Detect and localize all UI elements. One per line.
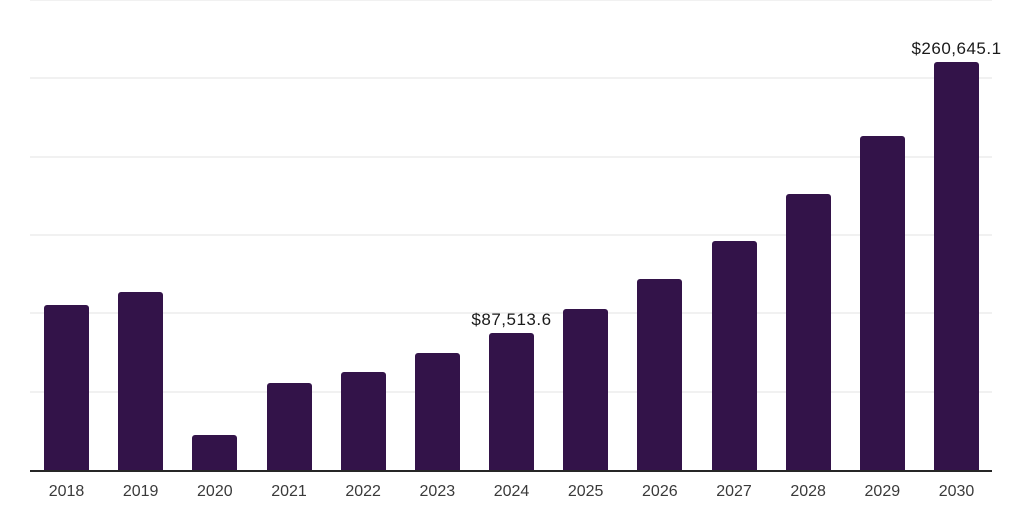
bar-2028 (785, 193, 831, 470)
value-label-2024: $87,513.6 (471, 309, 552, 329)
x-tick-label-2020: 2020 (197, 483, 233, 500)
bar-2025 (563, 308, 609, 470)
bar-2023 (414, 352, 460, 470)
gridline-150000 (30, 234, 992, 236)
bar-2027 (711, 240, 757, 470)
x-tick-label-2021: 2021 (271, 483, 307, 500)
bar-2018 (44, 304, 89, 470)
plot-area (30, 0, 992, 470)
x-tick-label-2026: 2026 (642, 483, 678, 500)
bar-2029 (859, 135, 905, 470)
x-tick-label-2022: 2022 (345, 483, 381, 500)
gridline-250000 (30, 77, 992, 80)
gridline-300000 (30, 0, 992, 1)
x-tick-label-2025: 2025 (567, 483, 604, 500)
x-tick-label-2028: 2028 (790, 483, 826, 500)
x-axis-line (30, 470, 992, 472)
gridline-100000 (30, 312, 992, 315)
x-tick-label-2029: 2029 (864, 483, 901, 500)
bar-2026 (637, 278, 683, 470)
value-label-2030: $260,645.1 (911, 38, 1002, 58)
x-tick-label-2019: 2019 (122, 483, 159, 500)
bar-2024 (489, 332, 534, 470)
bar-2021 (266, 382, 312, 470)
bar-2019 (118, 291, 164, 470)
x-tick-label-2024: 2024 (493, 483, 530, 500)
bar-2030 (934, 61, 979, 470)
x-tick-label-2023: 2023 (419, 483, 456, 500)
x-tick-label-2027: 2027 (716, 483, 752, 500)
bar-2020 (192, 434, 238, 470)
gridline-200000 (30, 155, 992, 158)
bar-2022 (340, 371, 386, 470)
x-tick-label-2018: 2018 (48, 483, 85, 500)
x-tick-label-2030: 2030 (938, 483, 975, 500)
